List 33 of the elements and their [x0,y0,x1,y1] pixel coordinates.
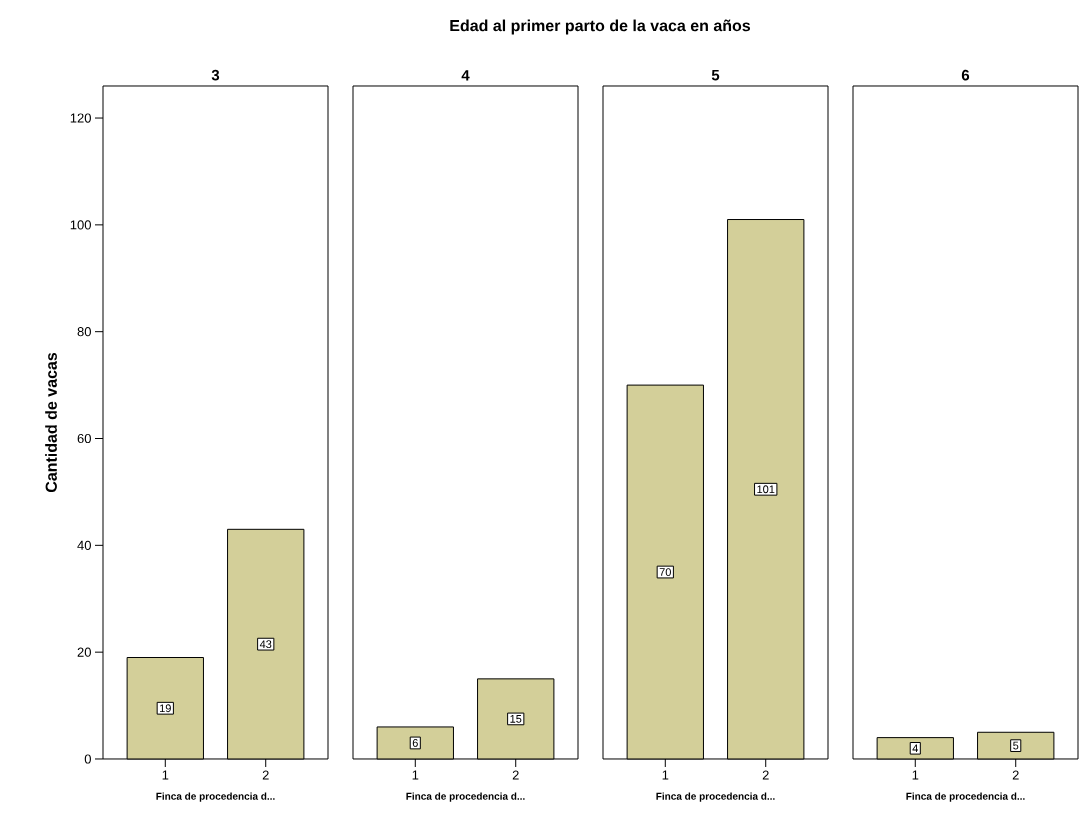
y-tick-label: 60 [77,433,91,444]
data-label: 5 [1013,741,1019,750]
y-tick-label: 120 [70,113,91,123]
x-tick-label: 2 [1012,770,1019,780]
x-axis-title: Finca de procedencia d... [156,792,275,802]
y-axis-title: Cantidad de vacas [45,352,57,493]
data-label: 70 [659,568,671,576]
x-tick-label: 1 [412,770,419,780]
chart-title: 5 [711,69,720,81]
chart-title: 4 [461,70,470,81]
x-tick-label: 2 [262,770,269,780]
data-label: 101 [757,485,775,494]
data-label: 6 [412,739,418,747]
x-axis-title: Finca de procedencia d... [406,792,525,802]
data-label: 15 [510,715,522,723]
x-tick-label: 1 [912,770,919,780]
y-tick-label: 100 [70,220,91,230]
y-tick-label: 80 [77,327,91,337]
y-tick-label: 0 [84,754,91,764]
chart-title: 6 [961,69,970,81]
x-tick-label: 1 [162,770,169,780]
data-label: 4 [912,744,919,753]
y-tick-label: 20 [77,647,91,657]
x-tick-label: 1 [662,770,669,780]
chart-title: 3 [211,69,220,81]
x-axis-title: Finca de procedencia d... [656,792,775,802]
text: Edad al primer parto de la vaca en años [450,19,751,35]
data-label: 19 [160,704,171,713]
data-label: 43 [259,640,272,649]
x-tick-label: 2 [762,770,769,780]
y-tick-label: 40 [77,540,91,550]
x-tick-label: 2 [512,770,519,780]
x-axis-title: Finca de procedencia d... [906,792,1025,802]
